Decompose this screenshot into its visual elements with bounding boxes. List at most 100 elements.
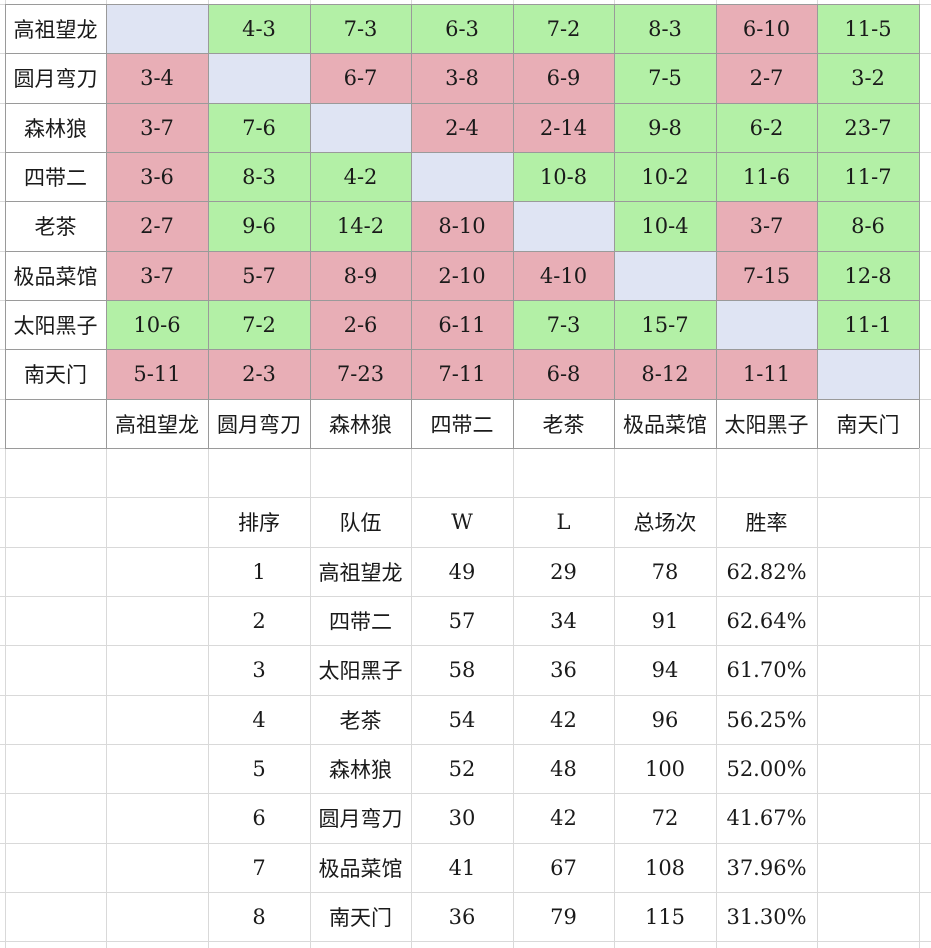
matrix-cell-score: 2-10	[411, 251, 513, 300]
matrix-cell-score: 2-6	[310, 300, 411, 349]
matrix-cell-score: 4-10	[513, 251, 614, 300]
gridline	[0, 744, 931, 745]
gridline	[0, 497, 931, 498]
row-team-label: 四带二	[24, 165, 87, 190]
standings-cell: 南天门	[329, 905, 392, 930]
gridline	[0, 596, 931, 597]
col-team-label: 森林狼	[329, 412, 392, 437]
standings-cell: 30	[448, 806, 476, 830]
matrix-cell-score: 5-11	[106, 349, 208, 399]
row-team-label: 高祖望龙	[13, 17, 98, 42]
matrix-cell-score: 10-2	[614, 152, 716, 201]
row-team-label: 极品菜馆	[13, 264, 98, 289]
matrix-cell-score: 23-7	[817, 103, 919, 152]
matrix-cell-score: 11-1	[817, 300, 919, 349]
standings-header: 胜率	[745, 511, 788, 535]
matrix-cell-score: 8-3	[614, 4, 716, 53]
standings-header: L	[556, 510, 571, 534]
col-team-label: 高祖望龙	[115, 412, 199, 437]
standings-cell: 6	[252, 806, 266, 830]
standings-cell: 62.82%	[726, 559, 807, 584]
standings-cell: 61.70%	[726, 658, 807, 682]
standings-cell: 圆月弯刀	[318, 807, 403, 831]
matrix-cell-score: 7-11	[411, 349, 513, 399]
matrix-cell-score: 3-6	[106, 152, 208, 201]
matrix-cell-empty	[106, 4, 208, 53]
matrix-border	[5, 399, 919, 400]
matrix-border	[716, 4, 717, 448]
matrix-cell-score: 7-5	[614, 53, 716, 103]
standings-cell: 56.25%	[726, 707, 807, 732]
matrix-cell-score: 6-10	[716, 4, 817, 53]
matrix-cell-empty	[208, 53, 310, 103]
gridline	[5, 0, 6, 948]
matrix-cell-score: 15-7	[614, 300, 716, 349]
standings-cell: 91	[651, 608, 679, 633]
standings-cell: 四带二	[329, 609, 392, 634]
standings-cell: 36	[448, 904, 476, 929]
matrix-cell-score: 4-3	[208, 4, 310, 53]
matrix-cell-score: 11-6	[716, 152, 817, 201]
matrix-cell-score: 7-2	[513, 4, 614, 53]
standings-cell: 高祖望龙	[318, 560, 403, 585]
standings-cell: 108	[644, 855, 686, 880]
matrix-cell-score: 7-23	[310, 349, 411, 399]
matrix-cell-score: 8-12	[614, 349, 716, 399]
standings-cell: 62.64%	[726, 608, 807, 633]
matrix-cell-score: 11-5	[817, 4, 919, 53]
standings-cell: 31.30%	[726, 904, 807, 929]
standings-cell: 1	[252, 559, 266, 584]
standings-cell: 老茶	[339, 708, 382, 733]
gridline	[0, 645, 931, 646]
standings-cell: 72	[651, 806, 679, 830]
matrix-border	[5, 251, 919, 252]
standings-cell: 57	[448, 608, 476, 633]
standings-cell: 森林狼	[329, 757, 392, 782]
matrix-cell-score: 8-10	[411, 201, 513, 251]
col-team-label: 圆月弯刀	[217, 412, 301, 437]
row-team-label: 圆月弯刀	[13, 67, 98, 91]
matrix-cell-empty	[310, 103, 411, 152]
standings-cell: 34	[550, 608, 577, 633]
matrix-cell-score: 6-3	[411, 4, 513, 53]
matrix-border	[5, 201, 919, 202]
standings-cell: 36	[550, 658, 577, 682]
gridline	[513, 0, 514, 948]
gridline	[614, 0, 615, 948]
matrix-border	[5, 103, 919, 104]
standings-cell: 96	[651, 707, 679, 732]
standings-cell: 54	[448, 707, 476, 732]
gridline	[106, 0, 107, 948]
standings-cell: 37.96%	[726, 855, 807, 880]
matrix-border	[513, 4, 514, 448]
matrix-cell-score: 11-7	[817, 152, 919, 201]
matrix-border	[614, 4, 615, 448]
standings-cell: 7	[252, 855, 266, 880]
matrix-cell-score: 9-8	[614, 103, 716, 152]
matrix-border	[106, 4, 107, 448]
matrix-cell-score: 8-9	[310, 251, 411, 300]
gridline	[411, 0, 412, 948]
matrix-cell-score: 7-15	[716, 251, 817, 300]
col-team-label: 太阳黑子	[724, 412, 809, 437]
row-team-label: 南天门	[24, 363, 87, 387]
matrix-cell-score: 9-6	[208, 201, 310, 251]
standings-cell: 79	[550, 904, 577, 929]
standings-cell: 52.00%	[726, 756, 807, 781]
matrix-corner	[5, 399, 106, 448]
col-team-label: 南天门	[836, 412, 900, 437]
standings-cell: 41	[448, 855, 476, 880]
gridline	[0, 793, 931, 794]
matrix-border	[310, 4, 311, 448]
standings-cell: 2	[252, 608, 266, 633]
matrix-border	[817, 4, 818, 448]
standings-cell: 115	[644, 904, 686, 929]
standings-cell: 5	[252, 756, 266, 781]
gridline	[716, 0, 717, 948]
matrix-border	[5, 349, 919, 350]
standings-cell: 58	[448, 658, 476, 682]
matrix-cell-score: 5-7	[208, 251, 310, 300]
matrix-cell-score: 2-4	[411, 103, 513, 152]
matrix-cell-score: 2-7	[716, 53, 817, 103]
